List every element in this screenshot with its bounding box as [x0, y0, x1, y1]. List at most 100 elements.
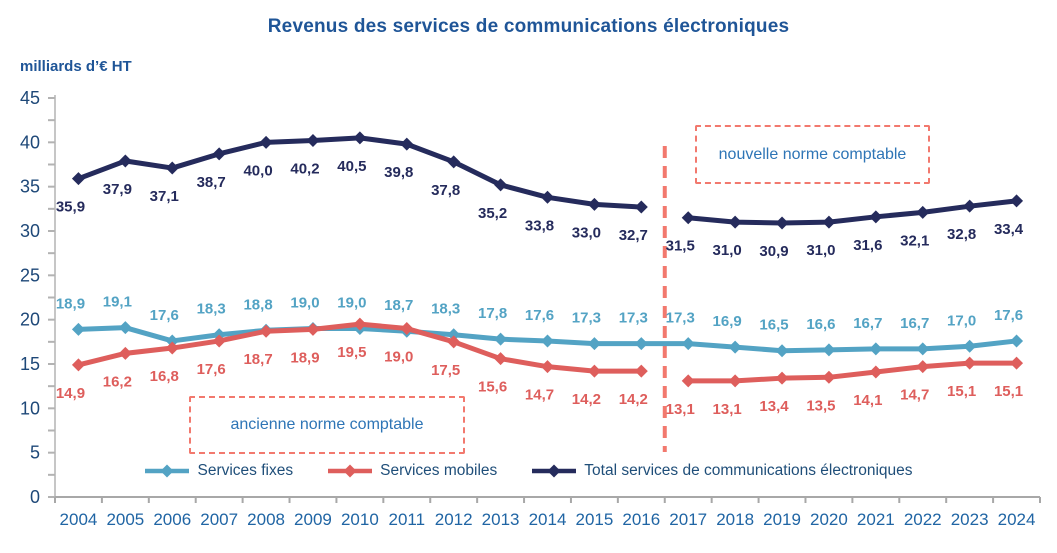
annotation-new-text: nouvelle norme comptable [718, 145, 907, 163]
x-axis-tick-label: 2022 [904, 510, 942, 529]
data-point-label: 17,3 [666, 310, 695, 327]
x-axis-tick-label: 2004 [60, 510, 98, 529]
x-axis-tick-label: 2009 [294, 510, 332, 529]
y-axis-tick-label: 35 [20, 177, 40, 197]
data-point-marker [494, 352, 508, 366]
data-point-label: 32,7 [619, 227, 648, 244]
data-point-label: 18,7 [384, 297, 413, 314]
legend-marker-services-mobiles-icon [327, 464, 373, 478]
data-point-label: 18,3 [197, 301, 226, 318]
data-point-label: 37,9 [103, 181, 132, 198]
data-point-label: 31,0 [806, 242, 835, 259]
data-point-label: 17,6 [994, 307, 1023, 324]
data-point-marker [775, 344, 789, 358]
data-point-marker [494, 178, 508, 192]
x-axis-tick-label: 2007 [200, 510, 238, 529]
data-point-label: 18,7 [243, 351, 272, 368]
data-point-marker [212, 147, 226, 161]
data-point-marker [118, 154, 132, 168]
data-point-marker [587, 337, 601, 351]
data-point-marker [775, 216, 789, 230]
legend-marker-services-fixes-icon [144, 464, 190, 478]
data-point-marker [212, 334, 226, 348]
data-point-label: 13,1 [666, 401, 695, 418]
data-point-label: 17,0 [947, 312, 976, 329]
data-point-marker [541, 334, 554, 348]
data-point-marker [1010, 194, 1024, 208]
y-axis-tick-label: 30 [20, 221, 40, 241]
annotation-old-accounting-standard: ancienne norme comptable [189, 396, 465, 454]
data-point-label: 39,8 [384, 164, 413, 181]
data-point-marker [71, 172, 85, 186]
data-point-label: 15,6 [478, 379, 507, 396]
data-point-label: 16,6 [806, 316, 835, 333]
legend-label-total-services: Total services de communications électro… [584, 462, 913, 479]
x-axis-tick-label: 2021 [857, 510, 895, 529]
data-point-marker [259, 324, 273, 338]
data-point-label: 14,2 [572, 391, 601, 408]
data-point-label: 35,9 [56, 199, 85, 216]
data-point-label: 16,2 [103, 373, 132, 390]
data-point-label: 17,8 [478, 305, 507, 322]
x-axis-tick-label: 2008 [247, 510, 285, 529]
x-axis-tick-label: 2006 [153, 510, 191, 529]
data-point-marker [681, 337, 695, 351]
data-point-label: 35,2 [478, 205, 507, 222]
data-point-marker [541, 360, 554, 374]
data-point-marker [400, 137, 414, 151]
legend-label-services-mobiles: Services mobiles [380, 462, 498, 479]
data-point-marker [681, 211, 695, 225]
data-point-label: 33,4 [994, 221, 1024, 238]
data-point-marker [634, 364, 648, 378]
data-point-label: 17,3 [619, 310, 648, 327]
data-point-marker [447, 328, 461, 342]
y-axis-tick-label: 10 [20, 398, 40, 418]
data-point-label: 16,7 [853, 315, 882, 332]
data-point-label: 17,6 [150, 307, 179, 324]
data-point-marker [118, 321, 132, 335]
data-point-label: 16,5 [759, 317, 788, 334]
data-point-label: 16,7 [900, 315, 929, 332]
data-point-label: 14,2 [619, 391, 648, 408]
data-point-marker [775, 371, 789, 385]
data-point-label: 19,0 [384, 349, 413, 366]
data-point-marker [165, 334, 179, 348]
data-point-marker [494, 332, 508, 346]
data-point-marker [165, 341, 179, 355]
data-point-label: 15,1 [994, 383, 1023, 400]
y-axis-unit-label: milliards d’€ HT [20, 58, 132, 75]
legend: Services fixes Services mobiles Total se… [0, 457, 1057, 485]
data-point-label: 14,9 [56, 385, 85, 402]
data-point-label: 14,7 [525, 387, 554, 404]
data-point-label: 16,9 [713, 313, 742, 330]
data-point-label: 14,1 [853, 392, 882, 409]
data-point-label: 13,5 [806, 397, 835, 414]
data-point-marker [963, 199, 977, 213]
data-point-marker [353, 131, 367, 145]
data-point-marker [587, 197, 601, 211]
series-line-total-services-de-communications-lectroniques [687, 198, 1017, 226]
data-point-marker [822, 343, 836, 357]
data-point-marker [587, 364, 601, 378]
x-axis-tick-label: 2018 [716, 510, 754, 529]
data-point-label: 30,9 [759, 243, 788, 260]
data-point-marker [447, 155, 461, 169]
data-point-label: 38,7 [197, 174, 226, 191]
y-axis-tick-label: 25 [20, 265, 40, 285]
x-axis-tick-label: 2020 [810, 510, 848, 529]
data-point-label: 17,3 [572, 310, 601, 327]
data-point-marker [259, 135, 273, 149]
data-point-marker [400, 322, 414, 336]
annotation-old-text: ancienne norme comptable [230, 416, 424, 433]
data-point-label: 18,3 [431, 301, 460, 318]
y-axis-tick-label: 20 [20, 310, 40, 330]
data-point-label: 19,0 [290, 295, 319, 312]
data-point-marker [306, 322, 320, 336]
data-point-marker [916, 342, 930, 356]
y-axis-tick-label: 40 [20, 132, 40, 152]
data-point-marker [634, 337, 648, 351]
legend-item-services-fixes: Services fixes [144, 462, 293, 480]
chart-title: Revenus des services de communications é… [267, 16, 790, 37]
data-point-marker [916, 360, 930, 374]
